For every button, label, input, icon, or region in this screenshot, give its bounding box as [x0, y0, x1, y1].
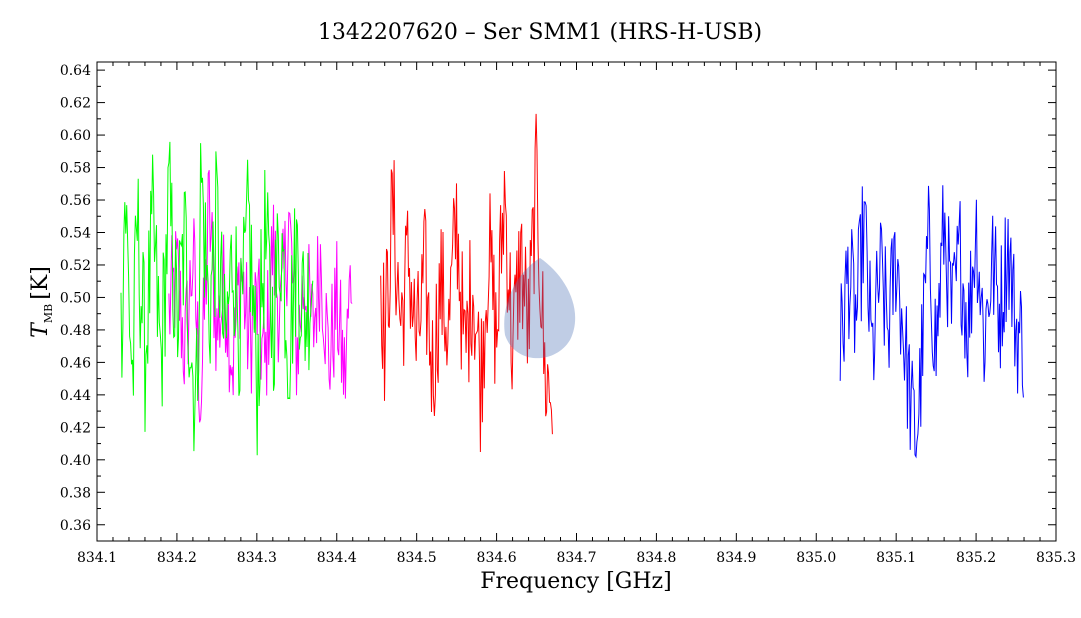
blue-blob-overlay	[504, 258, 576, 359]
x-tick-label: 834.5	[397, 550, 437, 566]
y-tick-label: 0.50	[60, 290, 91, 306]
x-tick-label: 834.4	[317, 550, 357, 566]
x-tick-label: 834.2	[157, 550, 197, 566]
y-tick-label: 0.64	[60, 63, 91, 79]
x-tick-label: 835.0	[796, 550, 836, 566]
series-line-1	[120, 141, 314, 456]
y-tick-label: 0.54	[60, 225, 91, 241]
series-line-2	[380, 113, 553, 453]
plot-series	[120, 113, 1024, 459]
y-tick-label: 0.46	[60, 355, 91, 371]
x-tick-label: 834.6	[477, 550, 517, 566]
y-axis-symbol: T	[28, 321, 53, 338]
y-axis-unit: [K]	[28, 266, 53, 300]
y-tick-label: 0.62	[60, 96, 91, 112]
y-tick-label: 0.56	[60, 193, 91, 209]
x-tick-label: 834.8	[636, 550, 676, 566]
y-tick-label: 0.44	[60, 388, 91, 404]
y-tick-label: 0.58	[60, 161, 91, 177]
overlay-decoration	[504, 258, 576, 359]
x-tick-label: 834.3	[237, 550, 277, 566]
y-tick-label: 0.38	[60, 485, 91, 501]
x-tick-label: 835.1	[876, 550, 916, 566]
svg-text:TMB[K]: TMB [K]	[28, 266, 55, 338]
series-line-3	[839, 185, 1024, 459]
y-tick-label: 0.36	[60, 518, 91, 534]
chart-title: 1342207620 – Ser SMM1 (HRS-H-USB)	[318, 20, 762, 45]
x-axis: 834.1 834.2 834.3 834.4 834.5 834.6 834.7 834.8…	[77, 62, 1076, 566]
y-axis-label: TMB [K]	[28, 266, 55, 338]
y-axis: 0.36 0.38 0.40 0.42 0.44 0.46 0.48 0.50 0.52 0.54…	[60, 63, 1056, 534]
x-tick-label: 834.1	[77, 550, 117, 566]
x-axis-label: Frequency [GHz]	[480, 569, 672, 594]
y-axis-subscript: MB	[42, 304, 55, 323]
y-tick-label: 0.42	[60, 420, 91, 436]
y-tick-label: 0.40	[60, 453, 91, 469]
y-tick-label: 0.60	[60, 128, 91, 144]
x-tick-label: 835.3	[1036, 550, 1076, 566]
x-tick-label: 835.2	[956, 550, 996, 566]
x-tick-label: 834.7	[556, 550, 596, 566]
y-tick-label: 0.52	[60, 258, 91, 274]
y-tick-label: 0.48	[60, 323, 91, 339]
x-tick-label: 834.9	[716, 550, 756, 566]
